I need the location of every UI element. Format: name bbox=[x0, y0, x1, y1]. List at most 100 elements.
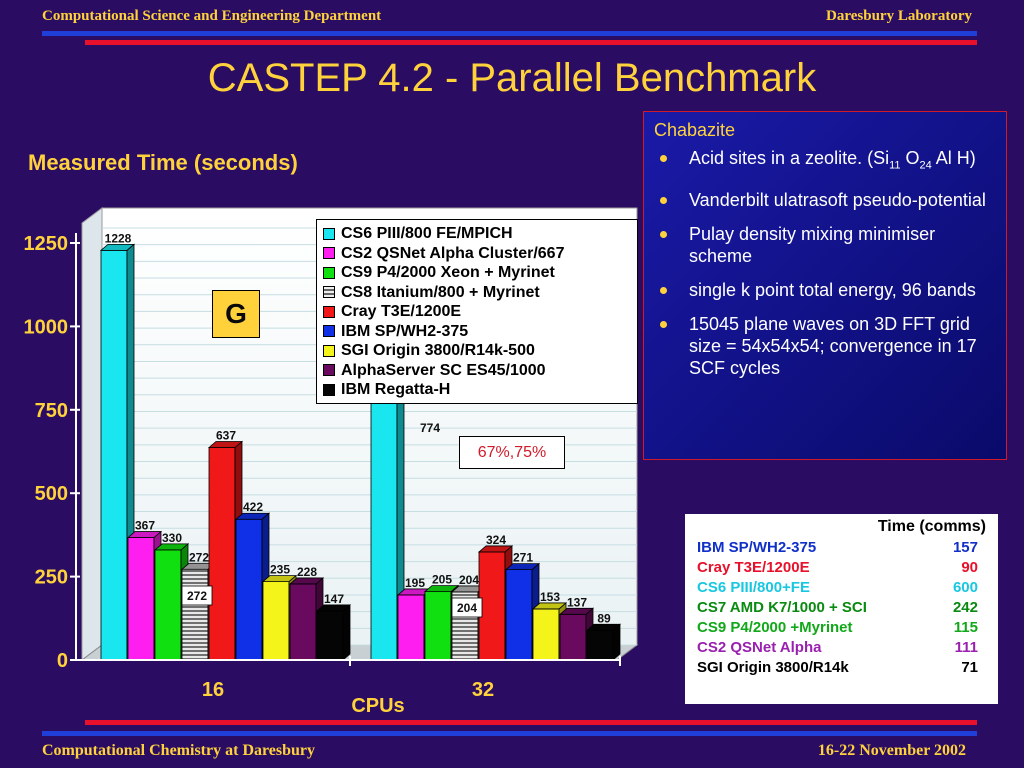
bar-top bbox=[99, 243, 136, 251]
bar-value-label: 330 bbox=[162, 531, 182, 545]
bar-value-label: 147 bbox=[324, 592, 344, 606]
comms-time-value: 115 bbox=[953, 619, 978, 636]
bullet-icon bbox=[660, 196, 667, 204]
bar-value-label: 137 bbox=[567, 595, 587, 609]
bar-value-box bbox=[181, 585, 213, 606]
info-panel: Chabazite Acid sites in a zeolite. (Si11… bbox=[643, 111, 1007, 460]
bar-front bbox=[505, 569, 533, 661]
bar-top bbox=[315, 604, 352, 612]
legend-item: IBM Regatta-H bbox=[323, 380, 631, 400]
comms-time-value: 157 bbox=[952, 539, 978, 556]
footer-group: Computational Chemistry at Daresbury bbox=[42, 742, 316, 759]
bar-top bbox=[477, 545, 514, 553]
bar-top bbox=[531, 602, 568, 610]
y-tick-label: 500 bbox=[35, 483, 68, 505]
bar-front bbox=[397, 594, 425, 661]
legend-swatch bbox=[323, 325, 335, 338]
legend-label: CS2 QSNet Alpha Cluster/667 bbox=[341, 244, 565, 262]
bullet-text: Acid sites in a zeolite. (Si bbox=[689, 148, 890, 168]
legend-item: CS8 Itanium/800 + Myrinet bbox=[323, 283, 631, 303]
legend-swatch bbox=[323, 247, 335, 260]
bullet-text: single k point total energy, 96 bands bbox=[689, 279, 976, 300]
legend-item: IBM SP/WH2-375 bbox=[323, 322, 631, 342]
comms-system-label: CS6 PIII/800+FE bbox=[697, 579, 810, 596]
bar-value-box bbox=[451, 597, 483, 618]
bar-front bbox=[478, 551, 506, 661]
bar-value-label: 774 bbox=[420, 421, 440, 435]
bar-top bbox=[207, 441, 244, 448]
legend-swatch bbox=[323, 344, 335, 357]
legend-label: CS6 PIII/800 FE/MPICH bbox=[341, 225, 513, 242]
bar-top bbox=[126, 531, 163, 538]
comms-time-value: 242 bbox=[952, 599, 978, 616]
bar-front bbox=[370, 401, 398, 661]
bullet-icon bbox=[660, 155, 667, 162]
comms-system-label: IBM SP/WH2-375 bbox=[697, 539, 817, 556]
legend-item: CS6 PIII/800 FE/MPICH bbox=[323, 224, 631, 244]
bullet-sub: 24 bbox=[919, 159, 932, 172]
bar-value-label: 272 bbox=[187, 589, 207, 603]
comms-time-value: 600 bbox=[952, 579, 978, 596]
y-tick-label: 1000 bbox=[24, 316, 69, 338]
header-lab: Daresbury Laboratory bbox=[826, 8, 972, 24]
legend-swatch bbox=[323, 227, 335, 240]
comms-table-row: CS9 P4/2000 +Myrinet 115 bbox=[697, 618, 986, 638]
legend-swatch bbox=[323, 286, 335, 299]
bullet-icon bbox=[660, 286, 667, 294]
footer-rule-red bbox=[85, 720, 977, 725]
bar-front bbox=[127, 537, 155, 661]
legend-swatch bbox=[323, 266, 335, 279]
legend-item: CS9 P4/2000 Xeon + Myrinet bbox=[323, 263, 631, 283]
bullet-text: 15045 plane waves on 3D FFT grid size = … bbox=[689, 313, 977, 378]
bar-value-label: 153 bbox=[540, 590, 560, 604]
bar-value-label: 272 bbox=[189, 550, 209, 564]
bar-value-label: 422 bbox=[243, 500, 263, 514]
legend-swatch bbox=[323, 383, 335, 396]
info-bullet-2: Vanderbilt ulatrasoft pseudo-potential bbox=[654, 189, 996, 211]
comms-table-row: CS7 AMD K7/1000 + SCI 242 bbox=[697, 598, 986, 618]
legend-label: IBM SP/WH2-375 bbox=[341, 322, 469, 340]
y-tick-label: 250 bbox=[35, 567, 68, 589]
bar-value-label: 89 bbox=[597, 611, 611, 625]
bar-front bbox=[559, 613, 587, 661]
bullet-text: Al H) bbox=[931, 148, 976, 168]
bar-top bbox=[288, 577, 325, 585]
comms-table-row: IBM SP/WH2-375 157 bbox=[697, 538, 986, 558]
bar-top bbox=[153, 543, 190, 551]
bar-front bbox=[262, 581, 290, 661]
bullet-sub: 11 bbox=[889, 159, 901, 172]
header-rule-blue bbox=[42, 31, 977, 36]
legend-label: SGI Origin 3800/R14k-500 bbox=[341, 342, 535, 359]
footer-rule-blue bbox=[42, 731, 977, 736]
bar-value-label: 637 bbox=[216, 428, 236, 442]
y-tick-label: 1250 bbox=[24, 233, 69, 255]
bar-top bbox=[423, 585, 460, 593]
comms-time-value: 111 bbox=[954, 639, 978, 656]
comms-time-value: 90 bbox=[961, 559, 978, 576]
bar-value-label: 204 bbox=[459, 573, 479, 587]
x-tick-label: 32 bbox=[472, 679, 494, 701]
badge-letter: G bbox=[225, 298, 247, 329]
comms-table-row: Cray T3E/1200E 90 bbox=[697, 558, 986, 578]
comms-system-label: SGI Origin 3800/R14k bbox=[697, 659, 849, 676]
comms-system-label: Cray T3E/1200E bbox=[697, 559, 810, 576]
bullet-icon bbox=[660, 230, 667, 238]
comms-table-row: CS6 PIII/800+FE 600 bbox=[697, 578, 986, 598]
bar bbox=[558, 607, 595, 661]
comms-time-value: 71 bbox=[961, 659, 978, 676]
bar-top bbox=[261, 575, 298, 583]
plot-side-wall bbox=[81, 207, 103, 661]
y-tick-label: 0 bbox=[57, 650, 68, 672]
bar bbox=[315, 604, 352, 661]
bar-front bbox=[100, 249, 128, 661]
comms-table-row: SGI Origin 3800/R14k 71 bbox=[697, 658, 986, 678]
bar-top bbox=[234, 512, 271, 520]
bullet-icon bbox=[660, 320, 667, 328]
bullet-text: Pulay density mixing minimiser scheme bbox=[689, 223, 936, 266]
bar-value-label: 204 bbox=[457, 601, 477, 615]
info-bullet-3: Pulay density mixing minimiser scheme bbox=[654, 223, 996, 267]
y-axis-title: Measured Time (seconds) bbox=[28, 150, 298, 175]
efficiency-box: 67%,75% bbox=[459, 436, 565, 469]
bar-side bbox=[342, 604, 351, 661]
